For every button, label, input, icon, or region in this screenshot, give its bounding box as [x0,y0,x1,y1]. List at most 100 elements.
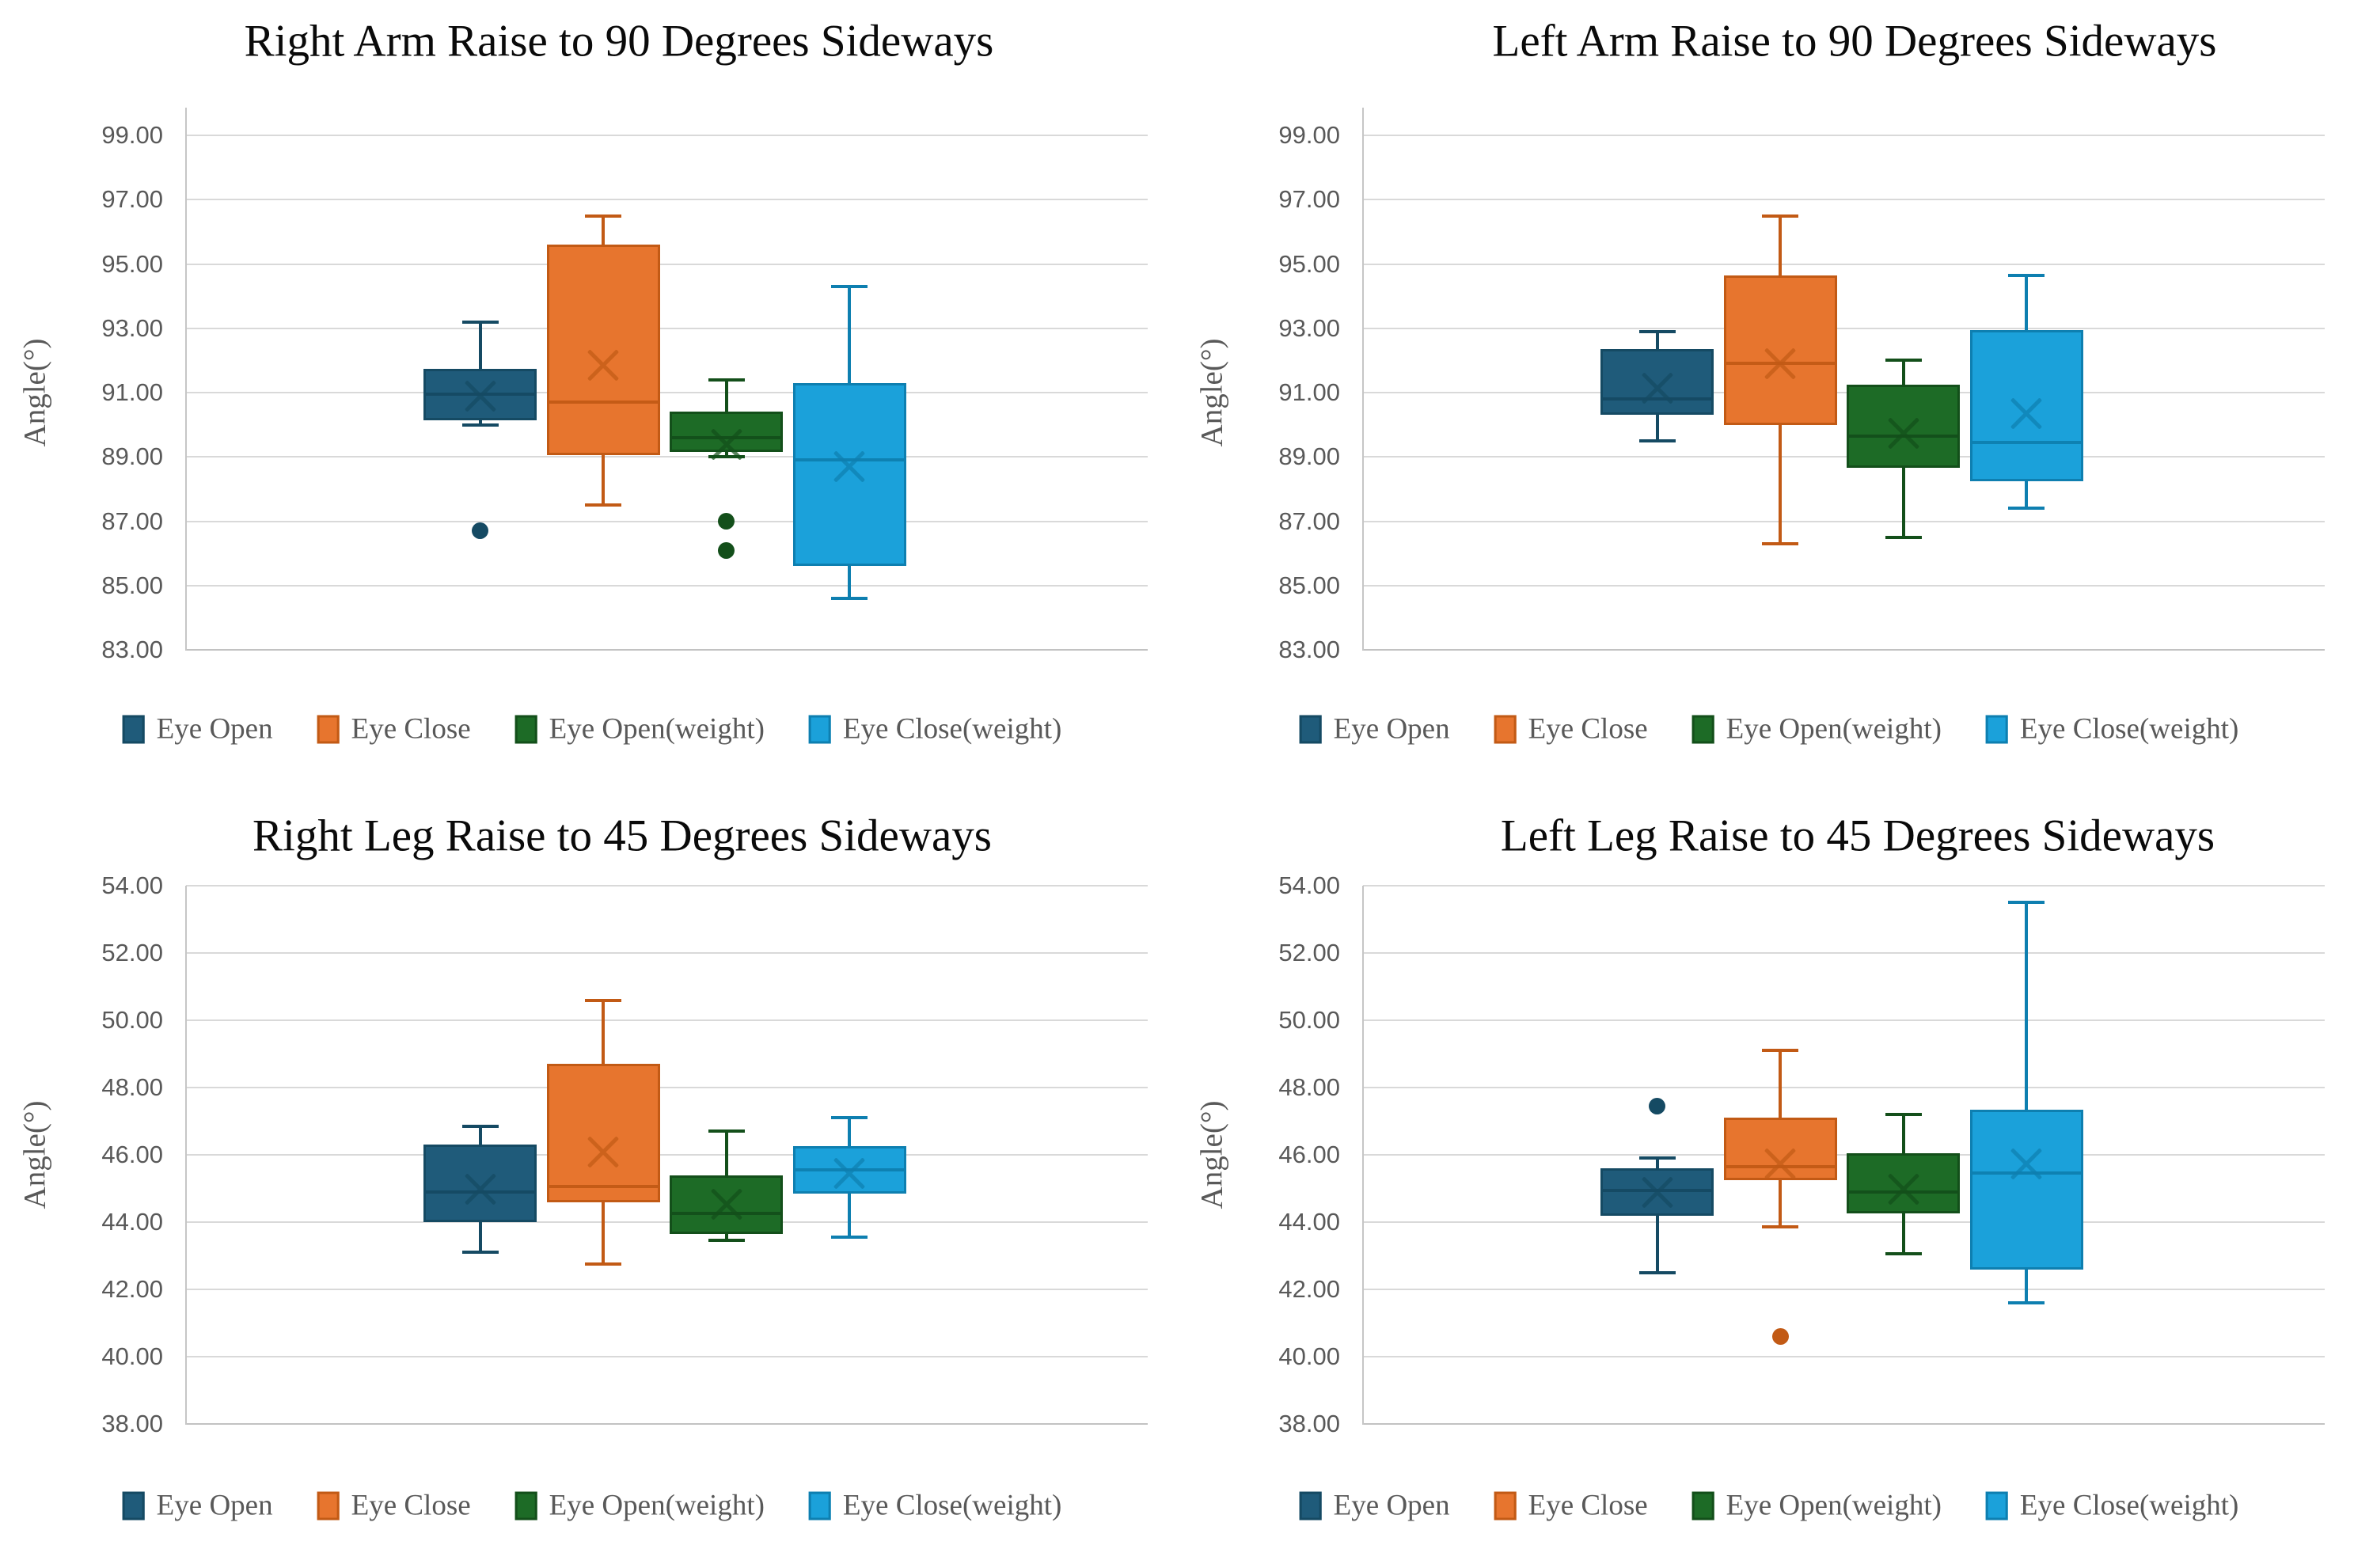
gridline [1363,1154,2325,1156]
gridline [186,649,1148,651]
y-tick-label: 91.00 [1278,378,1340,406]
legend-item-eye-close: Eye Close [317,1489,471,1523]
y-tick-label: 99.00 [1278,121,1340,149]
median-line [1972,1171,2081,1175]
whisker-upper-stem [1901,1114,1905,1153]
gridline [1363,199,2325,201]
y-tick-label: 50.00 [101,1006,163,1034]
y-tick-label: 93.00 [101,313,163,342]
y-tick-label: 38.00 [1278,1410,1340,1437]
gridline [1363,584,2325,587]
legend-item-eye-open: Eye Open [122,1489,273,1523]
whisker-upper-stem [1901,360,1905,385]
mean-marker [1760,343,1801,384]
whisker-upper-cap [1638,329,1676,333]
whisker-upper-cap [2008,273,2045,277]
gridline [186,456,1148,458]
legend: Eye Open Eye Close Eye Open(weight) Eye Clo… [1299,712,2238,746]
whisker-lower-cap [1638,1270,1676,1274]
y-tick-label: 52.00 [101,939,163,966]
y-tick-label: 44.00 [101,1208,163,1236]
legend-item-eye-close-weight: Eye Close(weight) [808,1489,1061,1523]
y-tick-label: 54.00 [101,871,163,899]
whisker-upper-cap [2008,901,2045,905]
gridline [1363,456,2325,458]
legend-swatch-eye-open-weight [514,1491,537,1520]
box-eye-close [546,245,660,456]
chart-title: Left Leg Raise to 45 Degrees Sideways [1500,811,2215,861]
legend-label: Eye Open(weight) [549,1489,765,1522]
legend-swatch-eye-close [1494,715,1517,743]
gridline [186,392,1148,393]
median-line [1603,397,1711,401]
y-tick-label: 89.00 [1278,442,1340,471]
gridline [1363,1289,2325,1290]
whisker-upper-cap [831,284,868,288]
gridline [1363,1423,2325,1425]
whisker-lower-cap [2008,507,2045,511]
whisker-upper-cap [1885,359,1922,363]
mean-marker [460,1168,501,1209]
box-eye-open-weight [1847,1152,1960,1214]
mean-marker [460,375,501,416]
mean-marker [706,423,747,465]
whisker-lower-stem [724,1233,728,1241]
whisker-upper-stem [724,1131,728,1175]
legend-item-eye-open-weight: Eye Open(weight) [1691,712,1942,746]
gridline [186,263,1148,265]
legend-item-eye-open: Eye Open [1299,1489,1450,1523]
whisker-upper-stem [1779,215,1782,275]
legend-item-eye-open-weight: Eye Open(weight) [514,1489,765,1523]
y-axis-line [1362,886,1364,1425]
whisker-lower-stem [478,1222,482,1253]
median-line [1972,440,2081,444]
legend-label: Eye Open [156,1489,273,1522]
box-eye-close [1723,275,1837,425]
legend-item-eye-close: Eye Close [317,712,471,746]
y-axis-line [185,886,187,1425]
gridline [186,1087,1148,1088]
gridline [186,1289,1148,1290]
y-tick-label: 99.00 [101,121,163,149]
legend: Eye Open Eye Close Eye Open(weight) Eye Clo… [122,712,1061,746]
whisker-upper-stem [1655,331,1659,350]
gridline [186,520,1148,522]
mean-marker [829,446,870,487]
outlier-dot [472,522,488,540]
whisker-upper-stem [478,1126,482,1145]
gridline [186,584,1148,587]
whisker-lower-cap [1762,541,1798,545]
y-tick-label: 40.00 [1278,1342,1340,1370]
gridline [186,952,1148,954]
outlier-dot [718,513,735,530]
y-tick-label: 44.00 [1278,1208,1340,1236]
y-tick-label: 52.00 [1278,939,1340,966]
y-axis-line [185,108,187,651]
whisker-lower-stem [1901,468,1905,537]
legend-label: Eye Close [1528,712,1648,746]
mean-marker [706,1183,747,1224]
legend-item-eye-close: Eye Close [1494,1489,1648,1523]
y-tick-label: 42.00 [1278,1275,1340,1303]
whisker-lower-stem [848,1193,851,1238]
whisker-lower-stem [848,566,851,598]
legend-swatch-eye-open [122,1491,145,1520]
median-line [672,1212,780,1216]
y-tick-label: 95.00 [1278,249,1340,278]
gridline [1363,263,2325,265]
whisker-lower-stem [1779,424,1782,544]
whisker-upper-stem [2025,902,2028,1110]
legend-item-eye-close: Eye Close [1494,712,1648,746]
whisker-upper-stem [848,286,851,383]
box-eye-close-weight [1969,1109,2083,1270]
legend-swatch-eye-open [1299,1491,1322,1520]
gridline [1363,1356,2325,1357]
whisker-lower-cap [831,597,868,600]
legend-swatch-eye-close-weight [808,1491,831,1520]
median-line [672,435,780,439]
whisker-lower-stem [1901,1213,1905,1255]
y-tick-label: 46.00 [101,1141,163,1168]
gridline [186,885,1148,887]
whisker-upper-stem [848,1118,851,1147]
